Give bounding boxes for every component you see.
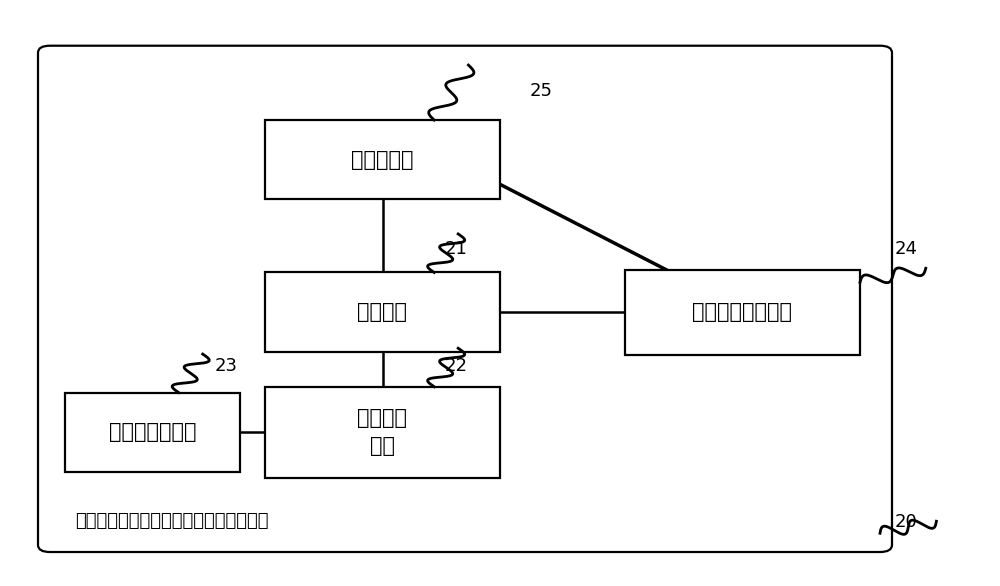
FancyBboxPatch shape xyxy=(38,46,892,552)
Text: 23: 23 xyxy=(215,357,238,375)
Text: 通信模块: 通信模块 xyxy=(358,302,408,322)
Bar xyxy=(265,120,500,199)
Text: 煤矿安全监控系统: 煤矿安全监控系统 xyxy=(692,302,792,322)
Text: 密码隐藏存储区: 密码隐藏存储区 xyxy=(109,422,196,442)
Bar xyxy=(65,393,240,472)
Text: 25: 25 xyxy=(530,82,553,100)
Text: 加密锁芯片: 加密锁芯片 xyxy=(351,149,414,170)
Text: 20: 20 xyxy=(895,513,918,530)
Bar xyxy=(265,387,500,478)
Text: 24: 24 xyxy=(895,240,918,258)
Bar xyxy=(265,272,500,352)
Bar xyxy=(625,270,860,355)
Text: 22: 22 xyxy=(445,357,468,375)
Text: 数据导入
模块: 数据导入 模块 xyxy=(358,408,408,456)
Text: 21: 21 xyxy=(445,240,468,258)
Text: 对煤矿安全监控系统进行数据采集的装置: 对煤矿安全监控系统进行数据采集的装置 xyxy=(75,512,268,530)
